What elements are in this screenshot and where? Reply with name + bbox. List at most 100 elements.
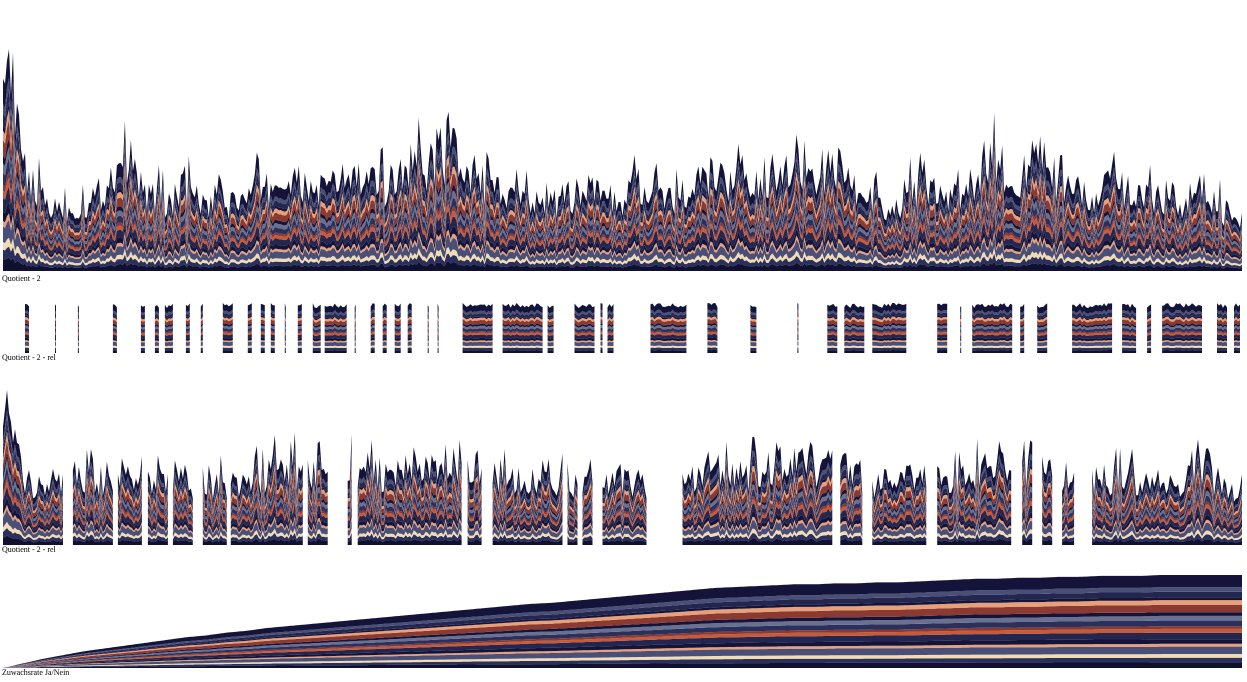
stream-layer-15 (607, 312, 614, 319)
stream-layer-14 (200, 315, 203, 320)
stream-layer-11 (960, 324, 962, 328)
stream-layer-2 (582, 532, 593, 540)
stream-layer-6 (347, 502, 352, 526)
stream-layer-7 (324, 332, 347, 336)
stream-layer-4 (872, 524, 927, 535)
stream-layer-10 (394, 325, 401, 330)
stream-layer-15 (324, 312, 347, 319)
stream-layer-5 (112, 337, 117, 342)
stream-layer-17 (3, 575, 1242, 668)
stream-layer-12 (312, 319, 321, 326)
stream-layer-16 (1234, 309, 1240, 315)
stream-layer-13 (202, 479, 227, 515)
stream-layer-9 (937, 490, 1012, 524)
stream-layer-14 (172, 480, 193, 511)
stream-layer-6 (462, 334, 493, 339)
stream-layer-3 (502, 341, 543, 347)
stream-layer-9 (872, 327, 907, 333)
stream-layer-11 (972, 323, 1013, 328)
stream-layer-8 (1062, 507, 1075, 523)
stream-layer-2 (1147, 345, 1152, 348)
stream-layer-5 (1217, 337, 1227, 342)
stream-layer-1 (1147, 347, 1152, 351)
stream-layer-17 (602, 463, 647, 505)
stream-layer-15 (3, 89, 1242, 239)
stream-layer-10 (492, 491, 563, 520)
stream-layer-13 (247, 316, 252, 321)
stream-layer-11 (797, 323, 799, 326)
stream-layer-11 (185, 323, 190, 327)
stream-layer-7 (370, 332, 375, 336)
stream-layer-16 (602, 474, 647, 507)
stream-layer-17 (567, 462, 578, 504)
stream-layer-14 (502, 315, 543, 320)
stream-layer-16 (370, 309, 375, 315)
stream-layer-3 (72, 522, 113, 538)
stream-layer-5 (567, 519, 578, 533)
stream-layer-4 (750, 340, 757, 343)
stream-layer-0 (1162, 350, 1202, 353)
stream-layer-8 (260, 330, 265, 333)
stream-layer-11 (270, 323, 275, 327)
stream-layer-1 (357, 533, 462, 542)
stream-layer-0 (1122, 350, 1137, 353)
stream-layer-7 (407, 332, 412, 336)
stream-layer-4 (707, 340, 718, 343)
stream-layer-17 (462, 303, 493, 313)
stream-layer-13 (547, 318, 554, 323)
stream-layer-0 (307, 538, 328, 545)
stream-layer-1 (547, 347, 554, 351)
stream-layer-6 (354, 334, 356, 339)
stream-layer-1 (55, 347, 56, 351)
stream-layer-15 (307, 460, 328, 502)
stream-layer-1 (650, 347, 687, 351)
stream-layer-12 (1162, 319, 1202, 326)
stream-layer-5 (1020, 337, 1025, 341)
stream-layer-7 (185, 332, 190, 336)
stream-layer-11 (682, 480, 833, 516)
stream-layer-13 (1020, 317, 1025, 322)
stream-layer-3 (872, 526, 927, 538)
stream-layer-2 (260, 345, 265, 348)
stream-layer-7 (140, 333, 145, 336)
stream-layer-14 (844, 315, 865, 321)
stream-layer-17 (1147, 304, 1152, 314)
stream-layer-2 (872, 532, 927, 540)
stream-layer-2 (650, 345, 687, 348)
stream-layer-3 (1042, 524, 1053, 535)
stream-layer-14 (750, 316, 757, 320)
stream-layer-11 (230, 477, 303, 519)
stream-layer-1 (3, 246, 1242, 269)
stream-layer-7 (960, 333, 962, 336)
stream-layer-17 (147, 455, 168, 501)
stream-layer-7 (77, 333, 79, 336)
stream-layer-9 (154, 328, 159, 333)
stream-layer-9 (3, 620, 1242, 668)
stream-layer-3 (172, 525, 193, 538)
stream-layer-2 (394, 345, 401, 348)
stream-layer-13 (1122, 317, 1137, 323)
stream-layer-8 (574, 330, 595, 335)
stream-layer-9 (502, 327, 543, 333)
stream-layer-2 (567, 532, 578, 540)
stream-layer-3 (25, 341, 29, 346)
stream-layer-9 (602, 503, 647, 524)
stream-layer-4 (394, 340, 401, 343)
panel-0 (3, 49, 1242, 271)
stream-layer-10 (172, 497, 193, 522)
stream-layer-5 (502, 337, 543, 342)
stream-layer-13 (260, 317, 265, 321)
stream-layer-2 (1092, 529, 1242, 541)
stream-layer-16 (297, 310, 302, 314)
stream-layer-7 (582, 509, 593, 525)
stream-layer-16 (840, 465, 863, 503)
stream-layer-3 (3, 220, 1242, 265)
stream-layer-0 (200, 350, 203, 353)
stream-layer-14 (312, 315, 321, 321)
stream-layer-10 (270, 325, 275, 329)
stream-layer-2 (222, 345, 233, 348)
stream-layer-3 (492, 522, 563, 538)
stream-layer-15 (462, 312, 493, 318)
stream-layer-9 (1062, 502, 1075, 521)
stream-layer-6 (25, 334, 29, 339)
